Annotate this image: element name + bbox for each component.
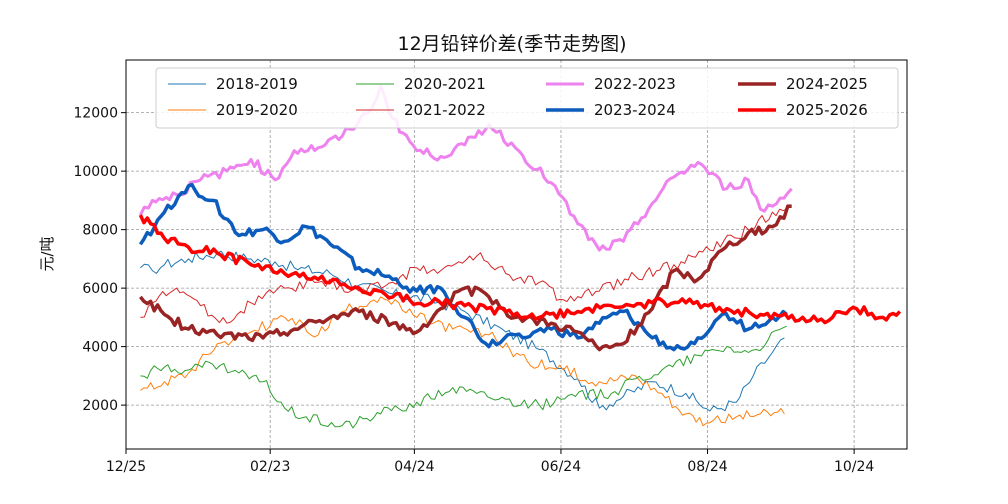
axes: 2000 4000 6000 8000 10000 12000 12/25 02/23 04/2…: [73, 106, 874, 475]
y-tick-label: 12000: [73, 106, 118, 122]
legend-label-2022-2023: 2022-2023: [594, 75, 676, 93]
legend: 2018-2019 2019-2020 2020-2021 2021-2022 2022…: [155, 67, 899, 129]
legend-box: [155, 67, 899, 129]
legend-label-2020-2021: 2020-2021: [404, 75, 486, 93]
series-line-2024-2025: [139, 204, 792, 352]
legend-label-2019-2020: 2019-2020: [216, 101, 298, 119]
series-line-2025-2026: [138, 214, 902, 325]
legend-label-2023-2024: 2023-2024: [594, 101, 676, 119]
x-tick-label: 02/23: [250, 459, 290, 475]
x-tick-label: 06/24: [541, 459, 581, 475]
y-tick-label: 6000: [82, 281, 118, 297]
y-axis-label: 元/吨: [38, 236, 56, 271]
series-line-2018-2019: [140, 250, 785, 412]
y-tick-label: 8000: [82, 223, 118, 239]
chart-title: 12月铅锌价差(季节走势图): [397, 33, 626, 55]
legend-label-2018-2019: 2018-2019: [216, 75, 298, 93]
series-line-2022-2023: [139, 84, 793, 252]
legend-label-2021-2022: 2021-2022: [404, 101, 486, 119]
series-line-2020-2021: [140, 325, 787, 429]
legend-label-2024-2025: 2024-2025: [786, 75, 868, 93]
plot-frame: [125, 59, 908, 450]
series-layer: [138, 84, 902, 429]
legend-label-2025-2026: 2025-2026: [786, 101, 868, 119]
y-tick-label: 4000: [82, 340, 118, 356]
x-tick-label: 04/24: [394, 459, 434, 475]
y-tick-label: 2000: [82, 398, 118, 414]
series-line-2021-2022: [140, 208, 787, 324]
x-tick-label: 12/25: [106, 459, 146, 475]
x-tick-label: 10/24: [834, 459, 874, 475]
series-line-2023-2024: [138, 182, 788, 352]
y-tick-label: 10000: [73, 164, 118, 180]
x-tick-label: 08/24: [687, 459, 727, 475]
